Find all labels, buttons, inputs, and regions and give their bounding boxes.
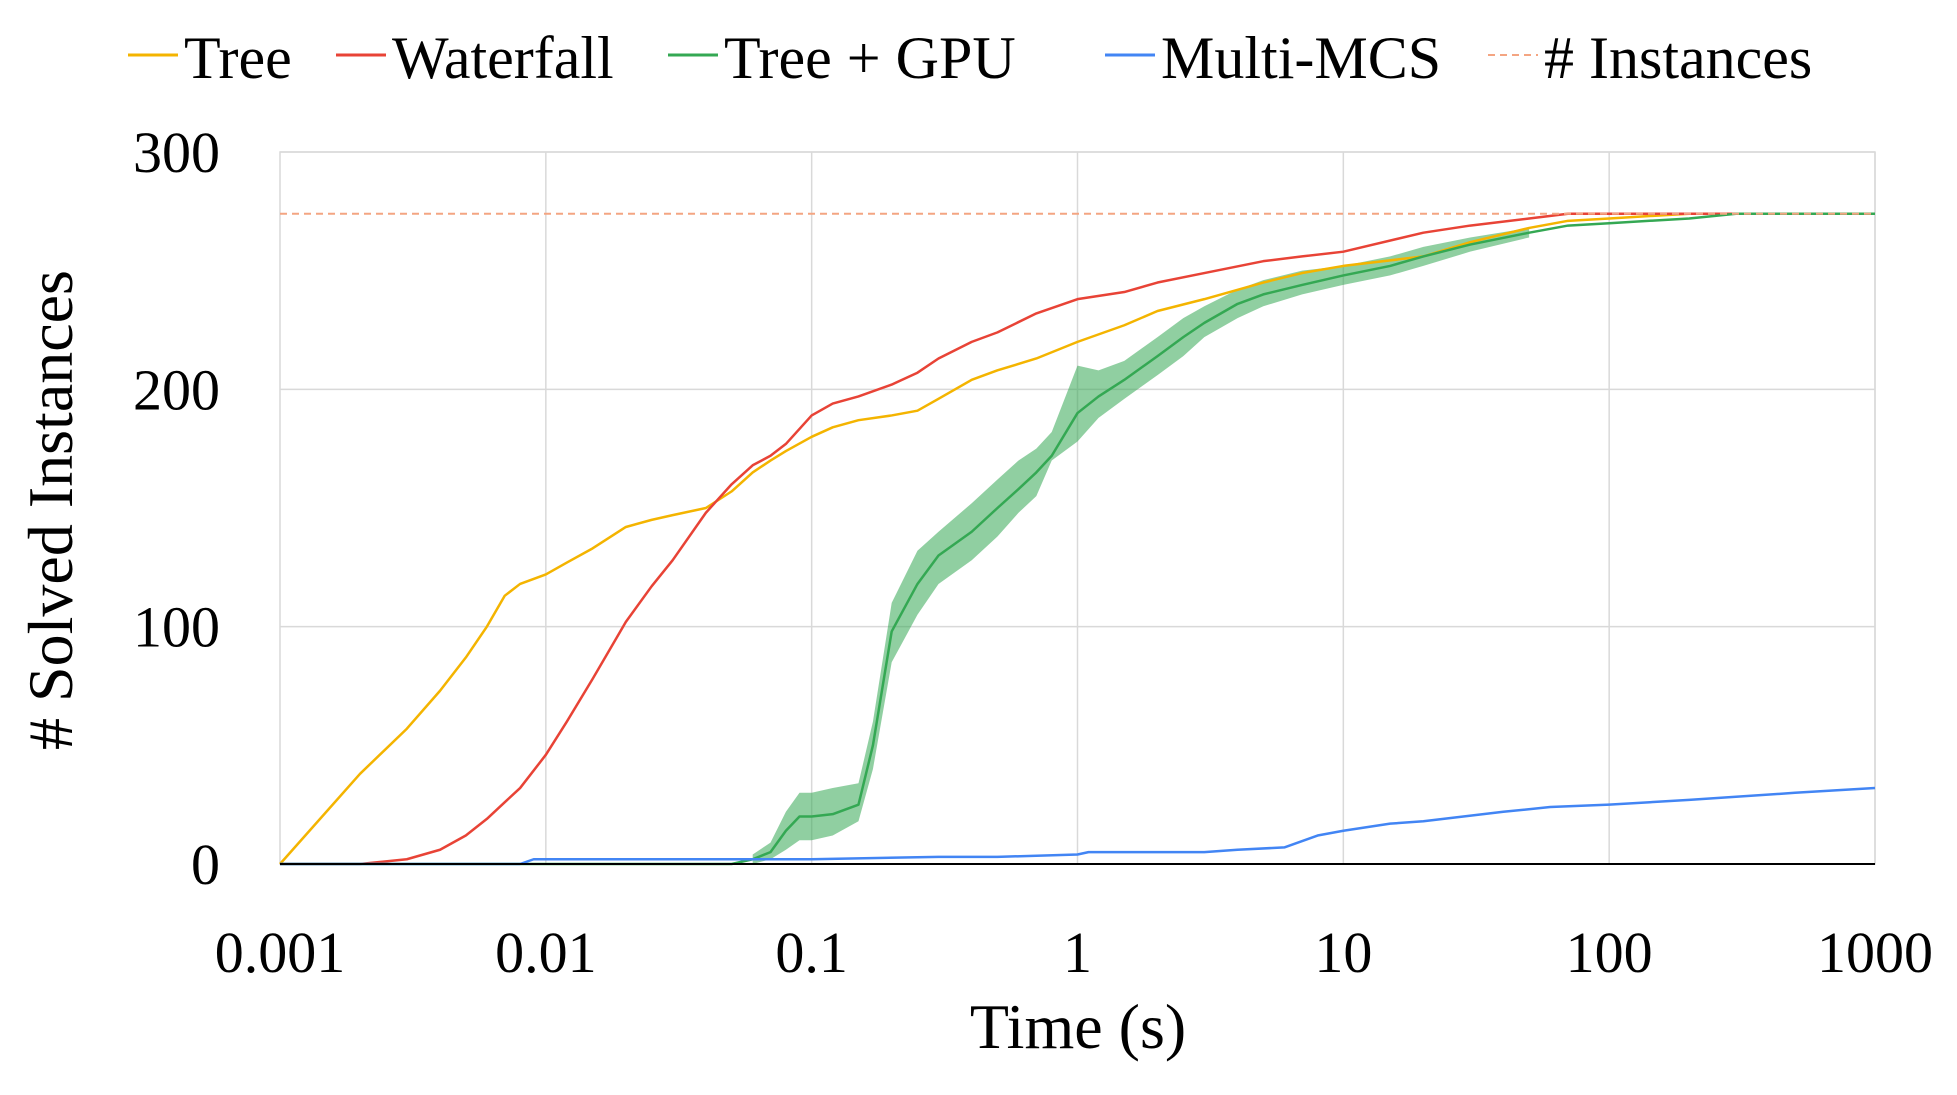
x-tick-label-10: 10 (1314, 920, 1372, 985)
y-axis-title: # Solved Instances (15, 270, 86, 750)
legend-item-waterfall: Waterfall (336, 25, 614, 91)
legend-item-multi-mcs: Multi-MCS (1105, 25, 1441, 91)
legend-item-instances: # Instances (1488, 25, 1812, 91)
series-line-multi-mcs (280, 786, 1876, 866)
x-tick-label-100: 100 (1566, 920, 1653, 985)
series-lines (279, 212, 1876, 866)
legend-label-waterfall: Waterfall (392, 25, 614, 91)
error-bands (752, 227, 1530, 865)
tick-labels: 0.001 0.01 0.1 1 10 100 1000 0 100 200 300 (133, 120, 1933, 985)
series-line-tree-gpu (280, 212, 1875, 866)
legend: Tree Waterfall Tree + GPU Multi-MCS # Instan… (128, 25, 1812, 91)
legend-label-instances: # Instances (1544, 25, 1812, 91)
y-tick-label-0: 0 (191, 832, 220, 897)
y-tick-label-100: 100 (133, 595, 220, 660)
legend-item-tree-gpu: Tree + GPU (668, 25, 1016, 91)
x-tick-label-1: 1 (1063, 920, 1092, 985)
x-tick-label-0-1: 0.1 (775, 920, 848, 985)
legend-label-multi-mcs: Multi-MCS (1161, 25, 1441, 91)
legend-label-tree: Tree (184, 25, 292, 91)
x-tick-label-0-01: 0.01 (495, 920, 597, 985)
x-axis-title: Time (s) (970, 991, 1186, 1062)
legend-item-tree: Tree (128, 25, 292, 91)
y-tick-label-300: 300 (133, 120, 220, 185)
series-line-waterfall (280, 212, 1875, 866)
x-tick-label-1000: 1000 (1817, 920, 1933, 985)
x-tick-label-0-001: 0.001 (215, 920, 346, 985)
error-band-tree-gpu (752, 227, 1530, 865)
legend-label-tree-gpu: Tree + GPU (724, 25, 1016, 91)
y-tick-label-200: 200 (133, 357, 220, 422)
